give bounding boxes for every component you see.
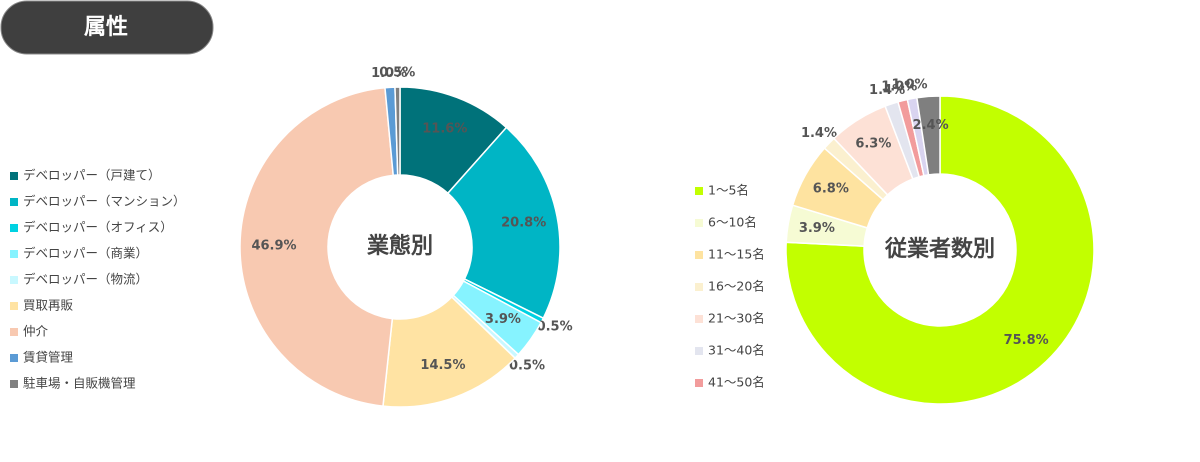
legend-label: 21～30名 xyxy=(708,311,765,326)
legend-label: デベロッパー（物流） xyxy=(23,272,148,287)
data-label: 0.5% xyxy=(537,319,573,334)
data-label: 0.5% xyxy=(379,66,415,81)
legend-swatch xyxy=(695,315,703,323)
legend-swatch xyxy=(695,347,703,355)
legend-swatch xyxy=(10,302,18,310)
legend-label: デベロッパー（商業） xyxy=(23,246,148,261)
legend-label: 16～20名 xyxy=(708,279,765,294)
legend-swatch xyxy=(10,354,18,362)
data-label: 1.0% xyxy=(892,77,928,92)
data-label: 1.4% xyxy=(801,126,837,141)
donut-slice xyxy=(916,95,941,176)
legend-label: 1～5名 xyxy=(708,183,749,198)
legend-swatch xyxy=(695,283,703,291)
legend-swatch xyxy=(10,172,18,180)
data-label: 3.9% xyxy=(799,221,835,236)
legend-label: デベロッパー（戸建て） xyxy=(23,168,161,183)
data-label: 75.8% xyxy=(1004,333,1049,348)
data-label: 1.4% xyxy=(869,83,905,98)
center-label: 業態別 xyxy=(367,233,433,259)
data-label: 46.9% xyxy=(251,239,296,254)
data-label: 0.5% xyxy=(509,358,545,373)
header-title: 属性 xyxy=(84,15,128,40)
data-label: 11.6% xyxy=(422,122,467,137)
data-label: 6.8% xyxy=(813,182,849,197)
legend-label: 6～10名 xyxy=(708,215,757,230)
donut-slice xyxy=(785,95,1095,405)
legend-label: デベロッパー（オフィス） xyxy=(23,220,173,235)
legend-swatch xyxy=(695,251,703,259)
legend-label: 賃貸管理 xyxy=(23,350,74,365)
data-label: 6.3% xyxy=(855,137,891,152)
legend-swatch xyxy=(10,276,18,284)
legend-label: 仲介 xyxy=(23,324,49,339)
legend-swatch xyxy=(10,380,18,388)
legend-swatch xyxy=(10,224,18,232)
donut-slice xyxy=(446,126,561,320)
center-label: 従業者数別 xyxy=(884,236,995,262)
donut-slice xyxy=(239,86,395,407)
legend-label: 41～50名 xyxy=(708,375,765,390)
data-label: 2.4% xyxy=(913,118,949,133)
data-label: 14.5% xyxy=(420,358,465,373)
donut-slice xyxy=(394,86,401,176)
legend-label: 11～15名 xyxy=(708,247,765,262)
data-label: 3.9% xyxy=(485,312,521,327)
legend-label: 31～40名 xyxy=(708,343,765,358)
legend-label: デベロッパー（マンション） xyxy=(23,194,186,209)
header-pill xyxy=(0,0,214,55)
legend-swatch xyxy=(10,328,18,336)
legend-swatch xyxy=(10,250,18,258)
legend-swatch xyxy=(695,187,703,195)
legend-label: 駐車場・自販機管理 xyxy=(23,376,136,391)
legend-swatch xyxy=(10,198,18,206)
legend-swatch xyxy=(695,219,703,227)
legend-swatch xyxy=(695,379,703,387)
legend-label: 買取再販 xyxy=(23,298,74,313)
data-label: 1.0% xyxy=(881,80,917,95)
data-label: 20.8% xyxy=(501,216,546,231)
data-label: 1.0% xyxy=(371,66,407,81)
